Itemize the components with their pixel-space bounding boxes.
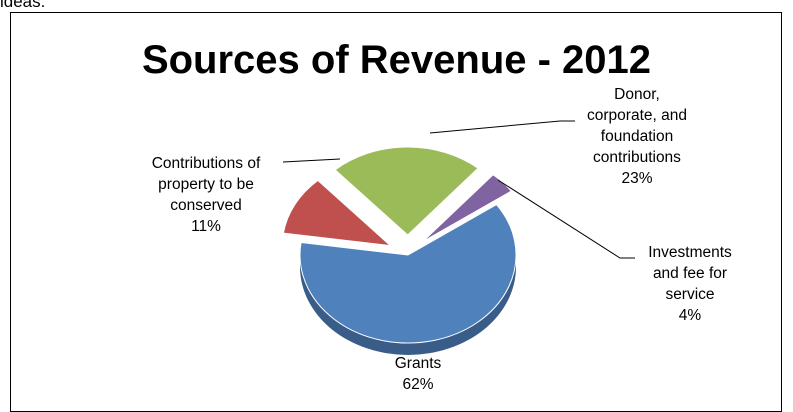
pie-slice-grants — [299, 203, 517, 344]
leader-line-investments — [497, 179, 635, 259]
slice-name-line: service — [665, 286, 714, 303]
chart-title: Sources of Revenue - 2012 — [141, 38, 652, 82]
slice-percent-donor: 23% — [621, 170, 652, 187]
leader-line-donor — [429, 120, 575, 134]
slice-label-property: Contributions of property to be conserved 1… — [152, 155, 261, 235]
slice-label-donor: Donor, corporate, and foundation contributi… — [587, 86, 687, 187]
slice-name-line: Contributions of — [152, 155, 261, 172]
slice-label-investments: Investments and fee for service 4% — [648, 244, 732, 324]
pie-chart: Grants 62% Contributions of property to be c… — [152, 86, 732, 393]
slice-percent-investments: 4% — [679, 307, 702, 324]
pie-slice-donor — [334, 146, 479, 236]
slice-percent-property: 11% — [191, 218, 221, 235]
slice-name-line: conserved — [170, 197, 242, 214]
slice-name-line: property to be — [158, 176, 254, 193]
slice-percent-grants: 62% — [402, 376, 433, 393]
pie-slice-property — [282, 179, 392, 247]
slice-name-line: and fee for — [653, 265, 727, 282]
slice-name-line: contributions — [593, 149, 681, 166]
slice-name-line: Grants — [395, 355, 442, 372]
leader-line-property — [282, 158, 341, 163]
slice-name-line: corporate, and — [587, 107, 687, 124]
slice-label-grants: Grants 62% — [395, 355, 442, 393]
pie-slice-investments — [422, 174, 513, 243]
slice-name-line: foundation — [601, 128, 673, 145]
slice-name-line: Donor, — [614, 86, 660, 103]
pie-slices — [282, 146, 517, 355]
slice-name-line: Investments — [648, 244, 732, 261]
page-text-fragment: ideas. — [0, 0, 46, 11]
